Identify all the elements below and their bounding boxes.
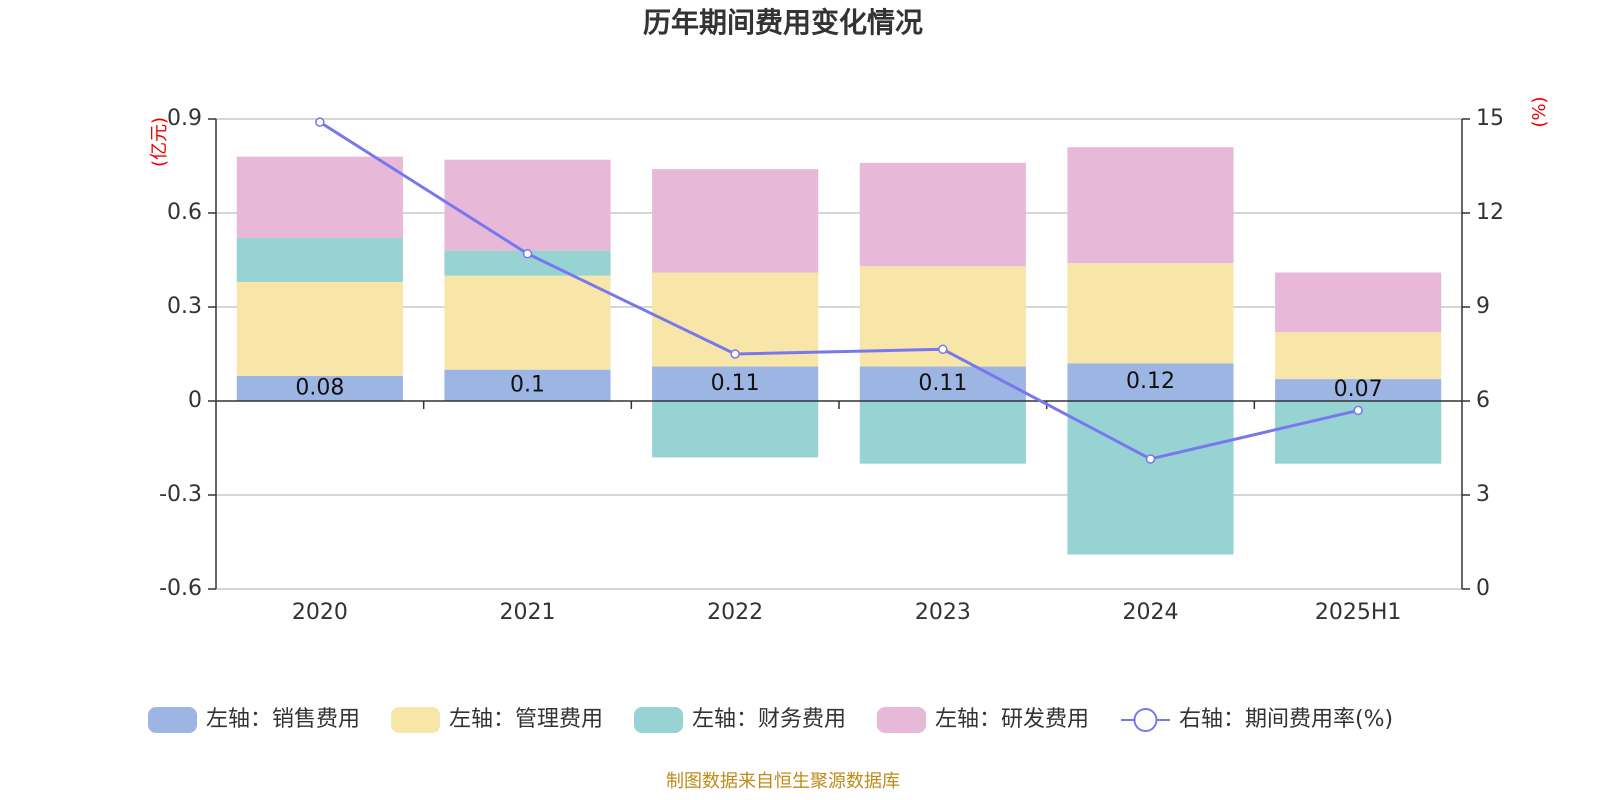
bar <box>444 369 611 401</box>
data-label: 0.07 <box>1334 377 1383 402</box>
legend-swatch <box>877 707 926 733</box>
right-axis-tick-label: 0 <box>1476 576 1490 601</box>
legend: 左轴：销售费用 左轴：管理费用 左轴：财务费用 左轴：研发费用 右轴：期间费用率(%) <box>148 707 1393 733</box>
category-label: 2023 <box>915 600 971 625</box>
bar <box>236 238 403 282</box>
bar <box>236 281 403 376</box>
right-axis-tick-label: 3 <box>1476 482 1490 507</box>
bar <box>1275 332 1442 380</box>
left-axis-tick-label: 0.3 <box>167 294 202 319</box>
data-label: 0.12 <box>1126 369 1175 394</box>
line-series <box>315 117 1363 464</box>
bar <box>1067 263 1234 364</box>
legend-item: 左轴：销售费用 <box>148 707 360 733</box>
category-label: 2021 <box>500 600 556 625</box>
right-axis-tick-label: 9 <box>1476 294 1490 319</box>
line-point <box>522 248 533 259</box>
legend-swatch <box>391 707 440 733</box>
bar <box>652 366 819 401</box>
legend-item: 左轴：研发费用 <box>877 707 1089 733</box>
legend-label: 左轴：管理费用 <box>449 707 603 732</box>
bar <box>236 156 403 239</box>
left-axis-tick-label: -0.3 <box>159 482 202 507</box>
bar <box>444 275 611 370</box>
bar <box>1275 379 1442 401</box>
grid-lines <box>216 118 1462 590</box>
bar <box>1275 272 1442 333</box>
line-point <box>1145 454 1156 464</box>
data-label: 0.11 <box>918 371 967 396</box>
line-point <box>315 117 325 127</box>
data-label: 0.1 <box>510 372 545 397</box>
chart-title: 历年期间费用变化情况 <box>643 6 923 39</box>
bar <box>444 159 611 251</box>
right-axis-tick-label: 12 <box>1476 200 1504 225</box>
bar <box>1067 147 1234 264</box>
bar <box>859 162 1026 267</box>
bar <box>652 169 819 273</box>
data-label: 0.11 <box>711 371 760 396</box>
left-axis-unit: (亿元) <box>149 117 170 167</box>
bar <box>859 366 1026 401</box>
legend-swatch <box>634 707 683 733</box>
category-label: 2020 <box>292 600 348 625</box>
right-axis-tick-label: 15 <box>1476 106 1504 131</box>
line-point <box>938 344 948 355</box>
right-axis-unit: (%) <box>1529 96 1550 127</box>
legend-marker <box>1133 708 1158 732</box>
bar <box>859 401 1026 464</box>
legend-label: 左轴：研发费用 <box>935 707 1089 732</box>
bar <box>652 401 819 458</box>
line-point <box>1353 405 1363 416</box>
bar <box>236 375 403 401</box>
legend-item: 右轴：期间费用率(%) <box>1121 707 1393 732</box>
legend-item: 左轴：管理费用 <box>391 707 603 733</box>
right-axis-tick-label: 6 <box>1476 388 1490 413</box>
left-axis-tick-label: 0.6 <box>167 200 202 225</box>
left-axis-tick-label: 0.9 <box>167 106 202 131</box>
legend-label: 左轴：财务费用 <box>692 707 846 732</box>
bar <box>1067 363 1234 401</box>
legend-swatch <box>148 707 197 733</box>
left-axis-tick-label: -0.6 <box>159 576 202 601</box>
category-label: 2024 <box>1123 600 1179 625</box>
bar <box>1067 401 1234 555</box>
line-point <box>730 349 740 359</box>
category-label: 2022 <box>707 600 763 625</box>
axes: -0.6 -0.3 0 0.3 0.6 0.9 0 3 6 9 12 15 2020 2021 2022 20… <box>159 106 1504 625</box>
left-axis-tick-label: 0 <box>188 388 202 413</box>
category-label: 2025H1 <box>1315 600 1402 625</box>
bar-series <box>236 147 1442 555</box>
line-path <box>319 120 1359 461</box>
source-note: 制图数据来自恒生聚源数据库 <box>666 771 900 792</box>
legend-label: 右轴：期间费用率(%) <box>1179 707 1393 732</box>
legend-item: 左轴：财务费用 <box>634 707 846 733</box>
data-labels: 0.08 0.1 0.11 0.11 0.12 0.07 <box>295 369 1382 402</box>
data-label: 0.08 <box>295 375 344 400</box>
legend-label: 左轴：销售费用 <box>206 707 360 732</box>
